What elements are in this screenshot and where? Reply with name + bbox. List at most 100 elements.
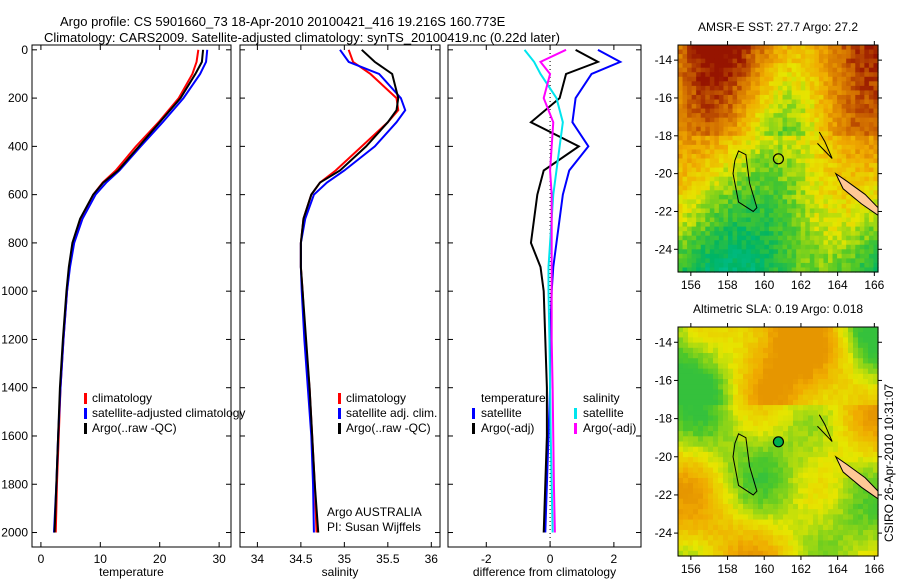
map-cell (805, 104, 811, 110)
map-cell (723, 90, 729, 96)
map-cell (746, 144, 752, 151)
map-cell (732, 140, 738, 146)
map-cell (828, 498, 834, 505)
map-cell (773, 446, 779, 453)
map-cell (678, 379, 684, 385)
map-cell (796, 212, 802, 219)
map-cell (803, 420, 809, 427)
map-cell (828, 222, 834, 228)
map-cell (738, 405, 744, 411)
map-cell (678, 181, 684, 187)
map-cell (758, 368, 764, 375)
map-cell (808, 436, 814, 443)
map-cell (732, 135, 738, 141)
map-cell (709, 199, 715, 205)
map-cell (841, 244, 847, 250)
map-cell (778, 472, 784, 479)
map-cell (813, 405, 819, 411)
map-cell (733, 410, 739, 417)
map-cell (759, 158, 765, 164)
map-cell (809, 113, 815, 119)
map-cell (763, 477, 769, 484)
map-cell (805, 117, 811, 123)
map-cell (733, 389, 739, 396)
map-cell (693, 384, 699, 391)
map-cell (868, 72, 875, 78)
map-cell (858, 457, 864, 463)
map-cell (818, 117, 825, 123)
map-cell (759, 249, 765, 255)
map-cell (788, 358, 794, 365)
map-cell (838, 337, 844, 344)
map-cell (863, 451, 869, 458)
map-cell (737, 72, 743, 78)
map-cell (682, 212, 688, 219)
map-cell (678, 153, 684, 160)
map-cell (698, 332, 704, 339)
map-cell (768, 217, 775, 223)
map-cell (838, 368, 844, 375)
map-cell (703, 472, 709, 479)
map-cell (787, 185, 793, 191)
map-cell (728, 425, 734, 432)
map-cell (798, 451, 804, 458)
map-cell (700, 99, 706, 105)
map-cell (809, 153, 815, 160)
map-cell (678, 99, 684, 105)
map-cell (748, 431, 754, 437)
map-cell (833, 488, 839, 495)
map-cell (737, 244, 743, 250)
map-cell (809, 217, 815, 223)
map-cell (863, 358, 869, 365)
map-cell (805, 176, 811, 182)
map-cell (718, 436, 724, 443)
map-cell (868, 163, 875, 169)
map-cell (713, 332, 719, 339)
map-cell (733, 327, 739, 333)
map-cell (753, 327, 759, 333)
map-cell (718, 58, 725, 64)
map-cell (782, 199, 788, 205)
map-cell (813, 446, 819, 453)
map-cell (753, 524, 759, 531)
map-cell (688, 529, 694, 536)
map-cell (691, 72, 697, 78)
map-cell (800, 131, 806, 137)
map-cell (678, 194, 684, 200)
map-cell (858, 327, 864, 333)
map-cell (696, 163, 702, 169)
map-cell (788, 457, 794, 463)
map-cell (868, 144, 875, 151)
map-cell (818, 231, 825, 237)
map-cell (868, 337, 874, 344)
map-cell (741, 85, 747, 91)
map-cell (678, 483, 684, 489)
map-cell (723, 72, 729, 78)
map-cell (773, 126, 779, 132)
map-cell (723, 240, 729, 246)
map-cell (738, 488, 744, 495)
map-cell (718, 431, 724, 437)
map-cell (718, 194, 725, 200)
map-cell (864, 244, 870, 250)
map-cell (759, 235, 765, 241)
map-cell (728, 222, 734, 228)
map-cell (814, 222, 820, 228)
map-cell (714, 76, 720, 82)
map-cell (800, 90, 806, 96)
map-cell (700, 235, 706, 241)
map-cell (846, 63, 852, 69)
annotation-pi: PI: Susan Wijffels (327, 520, 421, 534)
map-cell (708, 545, 714, 552)
map-cell (803, 332, 809, 339)
map-cell (818, 81, 825, 87)
map-cell (809, 126, 815, 132)
map-cell (688, 472, 694, 479)
map-cell (803, 524, 809, 531)
map-cell (833, 389, 839, 396)
map-cell (868, 226, 875, 232)
map-cell (832, 135, 838, 141)
map-cell (800, 72, 806, 78)
map-cell (714, 45, 720, 51)
map-cell (703, 379, 709, 385)
